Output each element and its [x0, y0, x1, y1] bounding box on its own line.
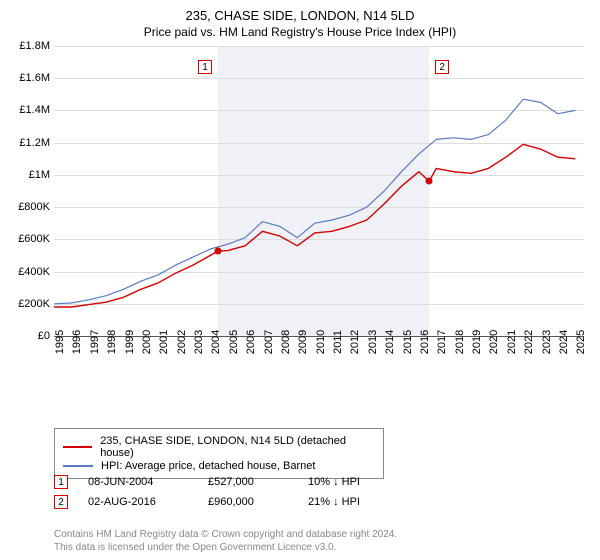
x-axis-label: 2002: [176, 330, 188, 354]
price-chart: 1 2 £0 £200K £400K £600K £800K £1M £1.2M £1.4M £1…: [0, 46, 600, 366]
x-axis-label: 1996: [71, 330, 83, 354]
x-axis-label: 2005: [228, 330, 240, 354]
x-axis-label: 2017: [436, 330, 448, 354]
legend-swatch: [63, 446, 92, 448]
x-axis-label: 2013: [367, 330, 379, 354]
data-attribution: Contains HM Land Registry data © Crown c…: [54, 528, 397, 554]
y-axis-label: £200K: [6, 298, 50, 310]
x-axis-label: 2023: [541, 330, 553, 354]
sale-marker-dot: [426, 178, 433, 185]
sale-marker-label: 1: [198, 60, 212, 74]
x-axis-label: 2007: [263, 330, 275, 354]
x-axis-label: 2006: [245, 330, 257, 354]
x-axis-label: 2010: [315, 330, 327, 354]
x-axis-label: 2019: [471, 330, 483, 354]
x-axis-label: 2016: [419, 330, 431, 354]
sale-price: £960,000: [208, 496, 288, 508]
y-axis-label: £1.8M: [6, 40, 50, 52]
y-axis-label: £1.4M: [6, 104, 50, 116]
x-axis-label: 2000: [141, 330, 153, 354]
sale-delta-hpi: 21% ↓ HPI: [308, 496, 360, 508]
x-axis-label: 2022: [523, 330, 535, 354]
sale-delta-hpi: 10% ↓ HPI: [308, 476, 360, 488]
x-axis-label: 1995: [54, 330, 66, 354]
x-axis-label: 2009: [297, 330, 309, 354]
x-axis-label: 1997: [89, 330, 101, 354]
x-axis-label: 2014: [384, 330, 396, 354]
y-axis-label: £400K: [6, 266, 50, 278]
x-axis-label: 2018: [454, 330, 466, 354]
y-axis-label: £0: [6, 330, 50, 342]
sale-row: 2 02-AUG-2016 £960,000 21% ↓ HPI: [54, 495, 584, 509]
legend-item: HPI: Average price, detached house, Barn…: [63, 460, 375, 472]
page-subtitle: Price paid vs. HM Land Registry's House …: [0, 25, 600, 39]
y-axis-label: £1.2M: [6, 137, 50, 149]
chart-legend: 235, CHASE SIDE, LONDON, N14 5LD (detach…: [54, 428, 384, 479]
sale-index: 2: [54, 495, 68, 509]
y-axis-label: £1M: [6, 169, 50, 181]
x-axis-label: 2011: [332, 330, 344, 354]
legend-label: HPI: Average price, detached house, Barn…: [101, 460, 315, 472]
sale-marker-label: 2: [435, 60, 449, 74]
sale-index: 1: [54, 475, 68, 489]
legend-label: 235, CHASE SIDE, LONDON, N14 5LD (detach…: [100, 435, 375, 459]
x-axis-label: 2008: [280, 330, 292, 354]
x-axis-label: 2003: [193, 330, 205, 354]
page-title: 235, CHASE SIDE, LONDON, N14 5LD: [0, 8, 600, 23]
legend-item: 235, CHASE SIDE, LONDON, N14 5LD (detach…: [63, 435, 375, 459]
x-axis-label: 2004: [210, 330, 222, 354]
x-axis-label: 2020: [488, 330, 500, 354]
x-axis-label: 2025: [575, 330, 587, 354]
sale-date: 08-JUN-2004: [88, 476, 188, 488]
sale-date: 02-AUG-2016: [88, 496, 188, 508]
y-axis-label: £1.6M: [6, 72, 50, 84]
x-axis-label: 1999: [124, 330, 136, 354]
x-axis-label: 2015: [402, 330, 414, 354]
sale-marker-dot: [215, 248, 222, 255]
x-axis-label: 2021: [506, 330, 518, 354]
y-axis-label: £600K: [6, 233, 50, 245]
x-axis-label: 2024: [558, 330, 570, 354]
sales-table: 1 08-JUN-2004 £527,000 10% ↓ HPI 2 02-AUG-201…: [54, 475, 584, 515]
x-axis-label: 2001: [158, 330, 170, 354]
sale-row: 1 08-JUN-2004 £527,000 10% ↓ HPI: [54, 475, 584, 489]
sale-price: £527,000: [208, 476, 288, 488]
legend-swatch: [63, 465, 93, 467]
y-axis-label: £800K: [6, 201, 50, 213]
x-axis-label: 1998: [106, 330, 118, 354]
x-axis-label: 2012: [349, 330, 361, 354]
